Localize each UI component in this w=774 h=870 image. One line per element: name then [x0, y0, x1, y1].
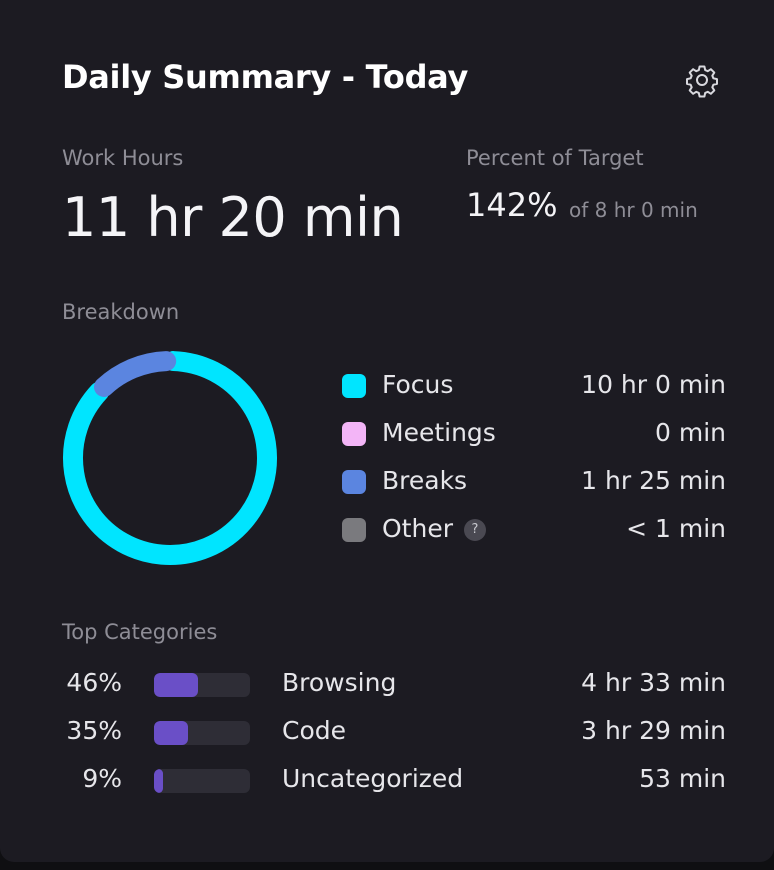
- category-name: Browsing: [282, 668, 397, 697]
- breakdown-donut-chart: [63, 351, 277, 565]
- category-duration: 4 hr 33 min: [581, 668, 726, 697]
- other-swatch: [342, 518, 366, 542]
- work-hours-value: 11 hr 20 min: [62, 186, 404, 249]
- legend-item-meetings: Meetings 0 min: [342, 416, 726, 450]
- category-row[interactable]: 9% Uncategorized 53 min: [62, 762, 726, 796]
- legend-label: Other: [382, 514, 453, 543]
- legend-item-breaks: Breaks 1 hr 25 min: [342, 464, 726, 498]
- work-hours-label: Work Hours: [62, 146, 184, 170]
- category-bar-fill: [154, 769, 163, 793]
- breaks-swatch: [342, 470, 366, 494]
- category-percent: 46%: [66, 668, 122, 697]
- legend-label: Breaks: [382, 466, 468, 495]
- page-title: Daily Summary - Today: [62, 58, 469, 96]
- donut-segment-focus: [63, 351, 277, 565]
- meetings-swatch: [342, 422, 366, 446]
- legend-label: Meetings: [382, 418, 496, 447]
- category-row[interactable]: 46% Browsing 4 hr 33 min: [62, 666, 726, 700]
- legend-value: 1 hr 25 min: [581, 466, 726, 495]
- gear-icon[interactable]: [684, 62, 720, 98]
- category-bar: [154, 721, 250, 745]
- legend-value: 0 min: [655, 418, 726, 447]
- legend-item-other: Other ? < 1 min: [342, 512, 726, 546]
- legend-value: 10 hr 0 min: [581, 370, 726, 399]
- category-percent: 35%: [66, 716, 122, 745]
- legend-value: < 1 min: [626, 514, 726, 543]
- category-bar: [154, 673, 250, 697]
- category-bar: [154, 769, 250, 793]
- category-name: Code: [282, 716, 347, 745]
- category-percent: 9%: [82, 764, 122, 793]
- category-name: Uncategorized: [282, 764, 464, 793]
- legend-label: Focus: [382, 370, 454, 399]
- category-duration: 53 min: [639, 764, 726, 793]
- breakdown-label: Breakdown: [62, 300, 180, 324]
- category-bar-fill: [154, 673, 199, 697]
- legend-item-focus: Focus 10 hr 0 min: [342, 368, 726, 402]
- category-bar-fill: [154, 721, 188, 745]
- top-categories-label: Top Categories: [62, 620, 218, 644]
- percent-of-target-label: Percent of Target: [466, 146, 644, 170]
- donut-segment-breaks: [93, 351, 177, 397]
- help-icon[interactable]: ?: [464, 519, 486, 541]
- percent-of-target-value: 142%: [466, 186, 558, 224]
- category-row[interactable]: 35% Code 3 hr 29 min: [62, 714, 726, 748]
- target-hours-text: of 8 hr 0 min: [569, 198, 698, 222]
- focus-swatch: [342, 374, 366, 398]
- category-duration: 3 hr 29 min: [581, 716, 726, 745]
